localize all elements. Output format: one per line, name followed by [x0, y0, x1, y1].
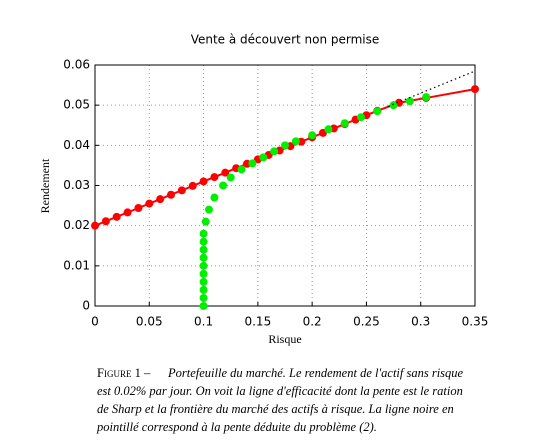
- data-point: [308, 131, 317, 140]
- data-point: [270, 147, 279, 156]
- plot-frame: [94, 64, 476, 307]
- data-point: [281, 141, 289, 150]
- x-tick-label: 0.15: [244, 315, 271, 329]
- x-tick-label: 0: [91, 315, 99, 329]
- series-line: [387, 70, 476, 107]
- data-point: [471, 85, 479, 94]
- data-point: [199, 261, 208, 270]
- y-tick-label: 0.03: [63, 178, 90, 192]
- data-point: [188, 181, 197, 190]
- data-point: [357, 113, 365, 122]
- x-tick-label: 0.2: [303, 315, 322, 329]
- caption-line: de Sharp et la frontière du marché des a…: [97, 402, 454, 416]
- data-point: [177, 186, 186, 195]
- data-point: [389, 101, 398, 110]
- data-point: [405, 97, 414, 106]
- data-point: [199, 302, 208, 310]
- data-point: [340, 119, 349, 128]
- y-axis-label: Rendement: [38, 158, 52, 213]
- x-tick-label: 0.3: [411, 315, 430, 329]
- data-point: [219, 181, 228, 190]
- data-point: [91, 221, 99, 230]
- data-point: [199, 229, 208, 238]
- x-axis-label: Risque: [268, 332, 301, 346]
- x-tick-label: 0.35: [462, 315, 489, 329]
- data-point: [210, 173, 219, 182]
- y-tick-label: 0.02: [63, 218, 90, 232]
- x-tick-label: 0.1: [194, 315, 213, 329]
- data-point: [112, 212, 121, 221]
- data-point: [101, 217, 110, 226]
- data-point: [201, 217, 210, 226]
- data-point: [123, 208, 132, 217]
- data-point: [199, 285, 208, 294]
- caption-line: pointillé correspond à la pente déduite …: [96, 420, 377, 434]
- caption-line: Portefeuille du marché. Le rendement de …: [167, 366, 464, 380]
- data-point: [199, 269, 208, 278]
- data-point: [199, 293, 208, 302]
- data-point: [167, 190, 175, 199]
- y-tick-label: 0: [82, 299, 90, 313]
- caption-line: est 0.02% par jour. On voit la ligne d'e…: [97, 384, 463, 398]
- y-tick-label: 0.04: [63, 138, 90, 152]
- data-point: [199, 245, 208, 254]
- data-point: [205, 205, 213, 214]
- data-point: [259, 153, 268, 162]
- data-point: [291, 137, 300, 146]
- data-point: [145, 199, 154, 208]
- data-point: [324, 125, 333, 134]
- x-tick-label: 0.25: [353, 315, 380, 329]
- y-tick-label: 0.05: [63, 98, 90, 112]
- data-point: [226, 173, 235, 182]
- data-point: [221, 168, 230, 177]
- data-point: [199, 237, 208, 246]
- x-tick-label: 0.05: [136, 315, 163, 329]
- data-point: [134, 203, 143, 212]
- data-point: [199, 253, 208, 262]
- data-point: [199, 277, 208, 286]
- data-point: [373, 107, 382, 116]
- chart-title: Vente à découvert non permise: [191, 33, 380, 47]
- data-point: [199, 177, 208, 186]
- caption-label: Figure 1 –: [97, 366, 151, 380]
- y-tick-label: 0.01: [63, 258, 90, 272]
- y-tick-label: 0.06: [63, 58, 90, 72]
- data-point: [156, 195, 165, 204]
- data-point: [210, 193, 219, 202]
- data-point: [237, 165, 246, 174]
- data-point: [422, 93, 431, 102]
- data-point: [248, 159, 257, 168]
